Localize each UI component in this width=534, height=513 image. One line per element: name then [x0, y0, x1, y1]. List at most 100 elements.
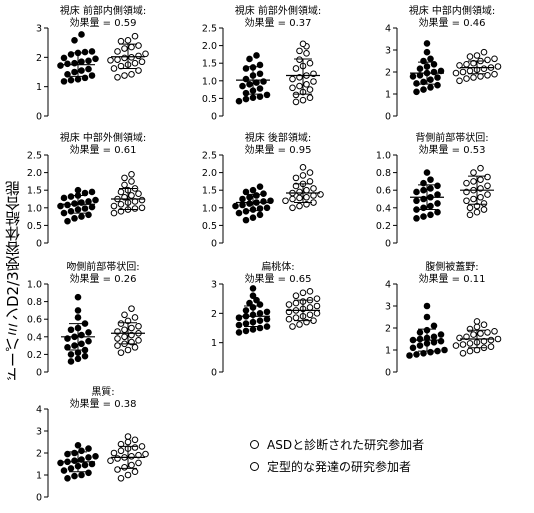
data-point-td — [299, 164, 307, 171]
data-point-td — [135, 451, 142, 459]
data-point-asd — [78, 67, 85, 74]
data-point-asd — [85, 329, 92, 336]
y-tick-label: 0 — [385, 112, 391, 123]
data-point-td — [117, 37, 125, 45]
data-point-asd — [88, 203, 96, 211]
y-tick-label: 2.5 — [202, 151, 217, 162]
data-point-td — [138, 204, 146, 212]
data-point-asd — [232, 202, 239, 210]
data-point-asd — [60, 54, 68, 62]
panel-effect-size: 効果量 = 0.53 — [418, 143, 485, 156]
data-point-td — [124, 471, 132, 479]
data-point-td — [292, 98, 300, 106]
y-tick-label: 0.5 — [202, 94, 217, 105]
data-point-asd — [85, 57, 92, 65]
data-point-asd — [85, 454, 92, 461]
data-point-asd — [78, 340, 85, 348]
data-point-asd — [253, 52, 260, 59]
data-point-asd — [71, 37, 78, 44]
y-tick-label: 3 — [211, 280, 217, 291]
data-point-td — [303, 50, 310, 57]
data-point-td — [142, 50, 149, 58]
data-point-asd — [67, 465, 75, 472]
data-point-asd — [88, 188, 96, 196]
y-axis-label: ドーパミンD2/3受容体結合能 — [4, 181, 22, 383]
data-point-asd — [71, 215, 78, 222]
data-point-asd — [427, 202, 434, 210]
data-point-td — [131, 59, 139, 67]
data-point-td — [117, 320, 125, 327]
legend-item-td: 定型的な発達の研究参加者 — [250, 458, 411, 475]
data-point-td — [470, 331, 477, 338]
y-tick-label: 4 — [36, 405, 42, 416]
data-point-asd — [263, 315, 271, 323]
data-point-asd — [413, 215, 420, 222]
data-point-asd — [85, 337, 92, 345]
data-point-td — [135, 52, 142, 60]
data-point-td — [114, 73, 121, 81]
data-point-td — [107, 56, 114, 64]
data-point-asd — [67, 326, 75, 334]
data-point-asd — [263, 204, 271, 212]
data-point-asd — [242, 95, 250, 103]
data-point-td — [292, 182, 300, 190]
data-point-asd — [420, 86, 427, 93]
y-tick-label: 0.6 — [27, 315, 42, 326]
data-point-asd — [71, 472, 78, 480]
data-point-td — [299, 40, 307, 48]
data-point-asd — [416, 65, 424, 72]
data-point-asd — [64, 450, 71, 458]
data-point-td — [310, 78, 317, 85]
data-point-td — [470, 74, 477, 81]
data-point-td — [463, 179, 470, 187]
data-point-td — [289, 75, 296, 83]
data-point-td — [473, 208, 481, 216]
data-point-asd — [92, 196, 99, 204]
data-point-asd — [249, 94, 257, 101]
data-point-asd — [427, 211, 434, 219]
data-point-asd — [430, 68, 438, 76]
data-point-td — [117, 349, 125, 356]
data-point-asd — [242, 208, 250, 215]
panel-effect-size: 効果量 = 0.95 — [244, 143, 311, 156]
y-tick-label: 0 — [36, 368, 42, 379]
data-point-td — [477, 73, 484, 80]
data-point-td — [117, 440, 125, 448]
data-point-asd — [427, 55, 434, 63]
panel-effect-size: 効果量 = 0.59 — [69, 16, 136, 29]
data-point-asd — [78, 213, 85, 220]
data-point-td — [124, 346, 132, 354]
data-point-td — [135, 190, 142, 198]
data-point-asd — [67, 193, 75, 200]
data-point-td — [289, 195, 296, 203]
data-point-asd — [256, 70, 264, 78]
data-point-asd — [437, 337, 445, 345]
data-point-asd — [434, 81, 441, 89]
filled-circle-icon — [250, 440, 259, 449]
data-point-td — [466, 53, 474, 60]
data-point-td — [128, 461, 135, 469]
data-point-asd — [64, 201, 71, 209]
data-point-td — [313, 295, 321, 302]
data-point-asd — [67, 351, 75, 358]
data-point-td — [494, 335, 502, 343]
data-point-asd — [246, 81, 253, 88]
data-point-asd — [71, 457, 78, 465]
data-point-asd — [416, 329, 424, 336]
data-point-td — [121, 54, 128, 62]
data-point-asd — [249, 326, 257, 333]
data-point-asd — [420, 78, 427, 86]
y-tick-label: 2 — [211, 309, 217, 320]
data-point-td — [487, 343, 495, 351]
data-point-td — [135, 322, 142, 330]
data-point-td — [466, 67, 474, 75]
data-point-td — [114, 342, 121, 349]
data-point-asd — [256, 205, 264, 212]
data-point-td — [114, 56, 121, 63]
data-point-asd — [71, 449, 78, 457]
y-tick-label: 1.0 — [202, 76, 217, 87]
data-point-td — [459, 68, 467, 76]
data-point-asd — [406, 352, 413, 359]
data-point-asd — [416, 335, 424, 343]
data-point-td — [292, 314, 300, 322]
